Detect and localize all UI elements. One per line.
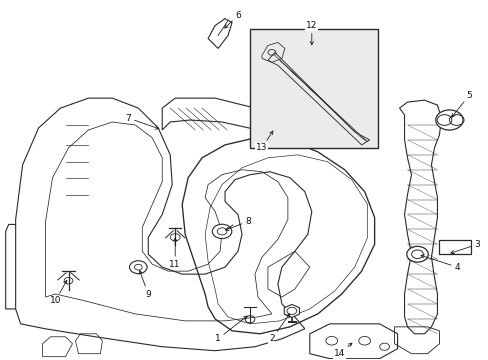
Text: 10: 10 [50,280,67,306]
Text: 4: 4 [420,255,459,272]
Text: 2: 2 [268,314,289,343]
Circle shape [435,110,462,130]
Bar [249,28,377,148]
Text: 7: 7 [125,113,159,129]
Circle shape [406,246,427,262]
Text: 14: 14 [333,343,351,358]
Polygon shape [284,305,299,318]
Text: 11: 11 [169,238,181,269]
Text: 5: 5 [451,91,471,117]
Circle shape [212,224,231,239]
Text: 12: 12 [305,21,317,45]
Text: 9: 9 [139,271,151,298]
Circle shape [129,261,147,274]
Text: 6: 6 [224,11,241,28]
Text: 1: 1 [215,316,246,343]
Text: 3: 3 [450,240,479,254]
Text: 13: 13 [256,131,272,152]
Text: 8: 8 [225,217,250,230]
Bar [439,240,470,255]
